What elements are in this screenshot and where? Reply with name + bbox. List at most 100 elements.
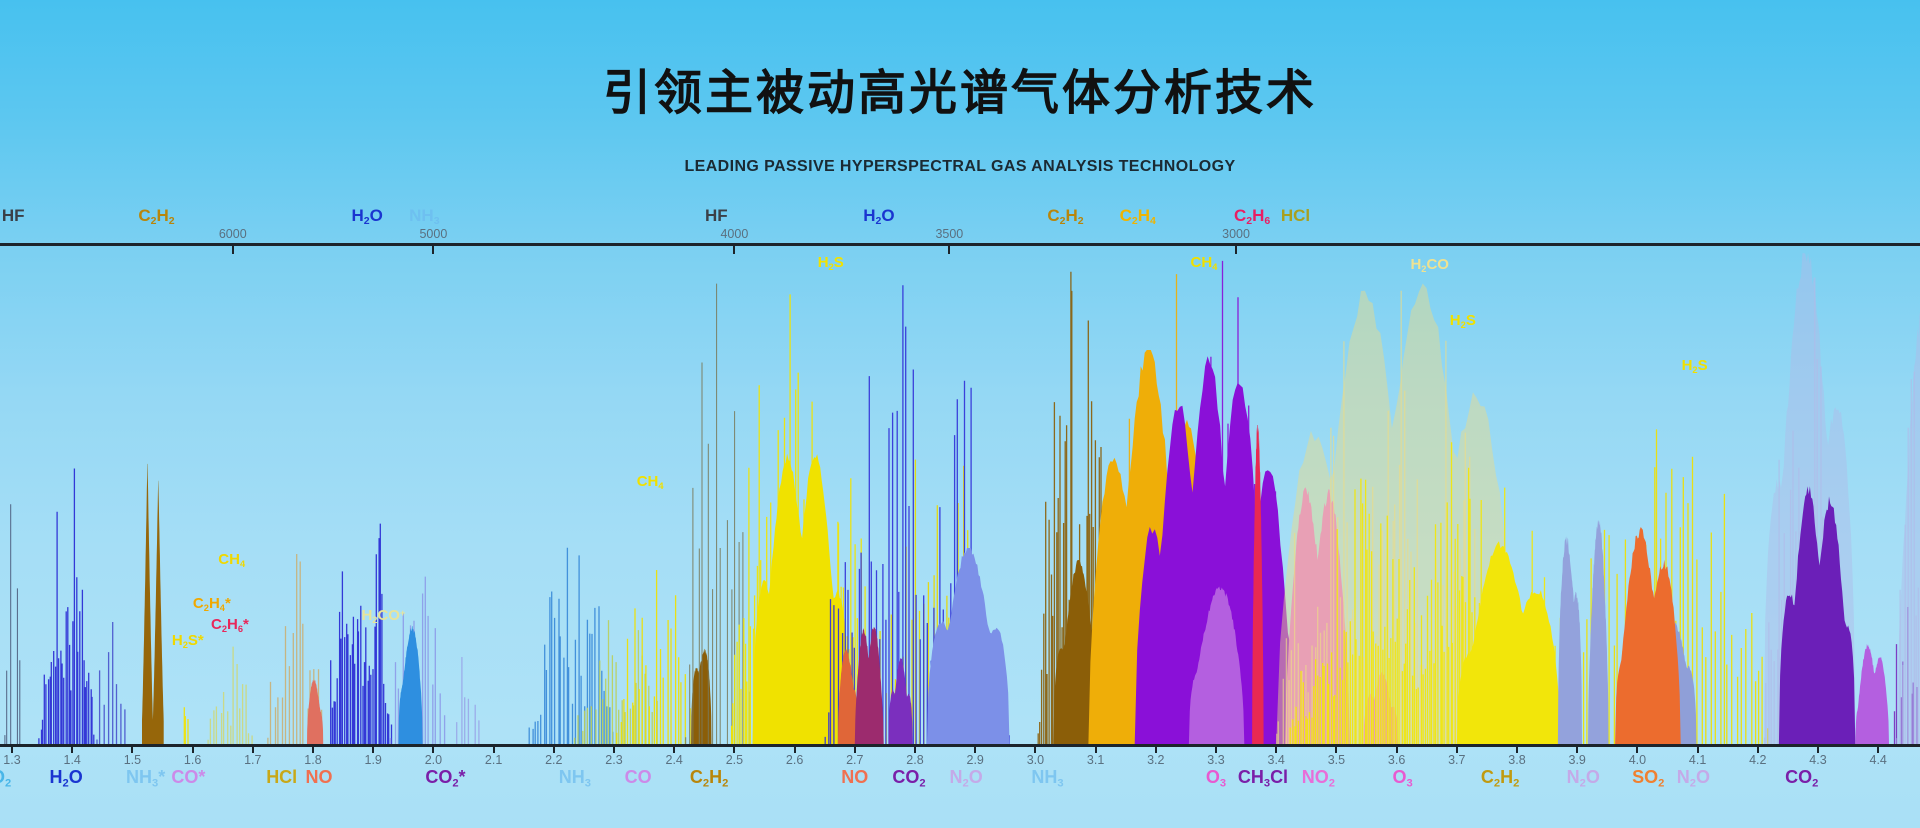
wavelength-tick: [1696, 747, 1699, 753]
band-lines: [207, 646, 253, 744]
top-gas-label: C2H2: [138, 206, 175, 228]
wavelength-tick: [71, 747, 74, 753]
band-solid: [1588, 520, 1609, 744]
bottom-gas-label: NH3*: [126, 767, 166, 790]
inchart-gas-label: CH4: [1190, 254, 1218, 272]
bottom-gas-label: N2O: [949, 767, 983, 790]
bottom-gas-label: NH3: [1031, 767, 1064, 790]
wavelength-tick: [853, 747, 856, 753]
band-solid: [1252, 425, 1264, 744]
wavelength-tick: [1576, 747, 1579, 753]
band-spikes: [142, 463, 164, 744]
wavelength-tick-label: 3.9: [1568, 753, 1586, 767]
wavenumber-tick: [432, 246, 435, 254]
band-solid: [837, 648, 859, 744]
band-lines: [38, 468, 95, 744]
top-gas-label: HF: [1, 206, 25, 225]
band-lines: [528, 547, 614, 744]
top-gas-label: H2O: [351, 206, 383, 228]
bottom-gas-label: CO*: [171, 767, 206, 787]
inchart-gas-label: H2S*: [171, 632, 204, 650]
wavelength-tick: [1817, 747, 1819, 753]
band-solid: [1456, 541, 1561, 744]
band-lines: [616, 570, 698, 744]
top-gas-label: C2H4: [1119, 206, 1156, 228]
bottom-gas-label: NO: [305, 767, 333, 787]
wavelength-tick-label: 2.4: [665, 753, 683, 767]
bottom-gas-label: C2H2: [1480, 767, 1520, 790]
band-solid: [1778, 486, 1856, 744]
bottom-gas-label: CO2: [892, 767, 926, 790]
wavelength-tick: [1335, 747, 1338, 753]
wavenumber-tick-label: 6000: [218, 227, 247, 241]
top-gas-label: C2H2: [1047, 206, 1084, 228]
wavelength-tick: [733, 747, 736, 753]
wavelength-tick-label: 2.9: [966, 753, 984, 767]
bottom-gas-label: H2O: [49, 767, 83, 790]
wavelength-tick: [492, 747, 495, 753]
wavenumber-tick: [231, 246, 234, 254]
top-gas-label: NH3: [409, 206, 440, 228]
bottom-gas-label: NO2: [1301, 767, 1335, 790]
wavelength-tick-label: 2.7: [846, 753, 864, 767]
wavelength-tick-label: 3.5: [1327, 753, 1346, 767]
wavelength-tick-label: 1.7: [244, 753, 262, 767]
band-solid: [752, 453, 849, 744]
wavelength-tick: [432, 747, 435, 753]
top-gas-label: HCl: [1280, 206, 1311, 225]
band-lines: [456, 657, 480, 744]
wavelength-tick-label: 2.3: [605, 753, 623, 767]
wavelength-tick: [552, 747, 555, 753]
wavelength-tick-label: 1.9: [364, 753, 382, 767]
top-gas-label: HF: [704, 206, 728, 225]
wavelength-tick: [1516, 747, 1518, 753]
band-solid: [1188, 586, 1245, 744]
wavenumber-tick: [948, 246, 951, 254]
bottom-gas-label: N2O: [1676, 767, 1710, 790]
band-lines: [96, 622, 126, 744]
wavelength-tick-label: 3.2: [1147, 753, 1165, 767]
wavelength-tick: [11, 747, 13, 753]
top-axis-line: [0, 243, 1920, 246]
wavenumber-tick: [1235, 246, 1238, 254]
band-solid: [1615, 527, 1681, 744]
wavelength-tick: [974, 747, 977, 753]
wavelength-tick: [1275, 747, 1278, 753]
wavelength-tick: [1636, 747, 1639, 753]
page-title: 引领主被动高光谱气体分析技术: [602, 67, 1317, 120]
wavelength-tick: [1756, 747, 1759, 753]
wavelength-tick-label: 3.4: [1267, 753, 1285, 767]
wavelength-tick: [372, 747, 375, 753]
band-lines: [1896, 371, 1920, 744]
wavelength-tick: [1877, 747, 1880, 753]
wavelength-tick: [613, 747, 615, 753]
bottom-gas-label: N2O: [1566, 767, 1600, 790]
wavelength-tick-label: 4.3: [1809, 753, 1827, 767]
bottom-gas-label: C2H2: [689, 767, 729, 790]
bottom-gas-label: CO2: [1785, 767, 1819, 790]
bottom-axis-line: [0, 744, 1920, 747]
title-block: 引领主被动高光谱气体分析技术 LEADING PASSIVE HYPERSPEC…: [0, 0, 1920, 176]
bottom-gas-label: CO2*: [425, 767, 466, 790]
bottom-gas-label: O3: [1392, 767, 1413, 790]
inchart-gas-label: H2S: [1681, 357, 1708, 375]
wavelength-tick: [1034, 747, 1037, 753]
wavelength-tick-label: 4.2: [1749, 753, 1767, 767]
band-lines: [330, 523, 393, 744]
wavelength-tick-label: 3.0: [1026, 753, 1045, 767]
bottom-gas-label: O3: [1205, 767, 1227, 790]
wavelength-tick-label: 4.4: [1869, 753, 1887, 767]
inchart-gas-label: H2CO+: [361, 607, 406, 625]
wavelength-tick: [1154, 747, 1157, 753]
wavelength-tick-label: 2.2: [545, 753, 563, 767]
wavelength-tick-label: 4.1: [1688, 753, 1707, 767]
top-gas-label: C2H6: [1233, 206, 1271, 228]
wavelength-tick: [1094, 747, 1097, 753]
wavelength-tick-label: 1.8: [304, 753, 322, 767]
inchart-gas-label: H2CO: [1410, 256, 1449, 274]
inchart-gas-label: C2H4*: [192, 595, 231, 613]
wavelength-tick: [191, 747, 194, 753]
band-lines: [183, 707, 189, 744]
